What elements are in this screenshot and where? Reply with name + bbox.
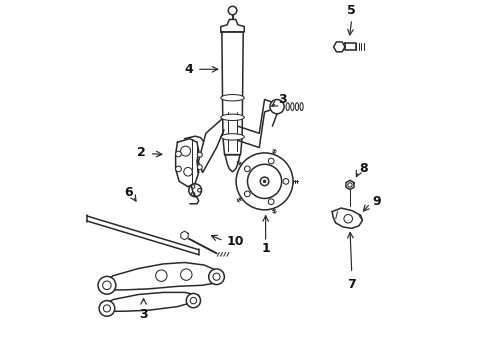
- Polygon shape: [345, 43, 356, 50]
- Circle shape: [197, 165, 202, 170]
- Polygon shape: [346, 180, 354, 190]
- Polygon shape: [221, 19, 245, 32]
- Text: 2: 2: [137, 147, 146, 159]
- Circle shape: [269, 158, 274, 164]
- Text: 9: 9: [372, 195, 381, 208]
- Circle shape: [245, 191, 250, 197]
- Polygon shape: [181, 231, 188, 240]
- Polygon shape: [332, 208, 363, 228]
- Polygon shape: [175, 139, 199, 187]
- Polygon shape: [222, 32, 243, 155]
- Text: 6: 6: [124, 186, 133, 199]
- Circle shape: [191, 192, 195, 196]
- Circle shape: [228, 6, 237, 15]
- Circle shape: [197, 189, 201, 192]
- Ellipse shape: [221, 114, 245, 121]
- Ellipse shape: [221, 134, 245, 140]
- Text: 8: 8: [359, 162, 368, 175]
- Text: 10: 10: [226, 235, 244, 248]
- Polygon shape: [101, 292, 199, 311]
- Circle shape: [260, 177, 269, 186]
- Circle shape: [189, 184, 201, 197]
- Text: 5: 5: [347, 4, 356, 17]
- Ellipse shape: [291, 103, 294, 111]
- Circle shape: [181, 146, 191, 156]
- Circle shape: [175, 166, 181, 172]
- Circle shape: [213, 273, 220, 280]
- Circle shape: [197, 152, 202, 157]
- Ellipse shape: [295, 103, 298, 111]
- Circle shape: [348, 183, 352, 187]
- Circle shape: [99, 301, 115, 316]
- Circle shape: [186, 293, 200, 308]
- Circle shape: [102, 281, 111, 289]
- Ellipse shape: [221, 95, 245, 101]
- Circle shape: [245, 166, 250, 172]
- Circle shape: [269, 199, 274, 204]
- Circle shape: [270, 99, 284, 114]
- Ellipse shape: [286, 103, 289, 111]
- Circle shape: [236, 153, 293, 210]
- Circle shape: [263, 180, 266, 183]
- Polygon shape: [101, 262, 222, 290]
- Circle shape: [175, 151, 181, 157]
- Circle shape: [181, 269, 192, 280]
- Circle shape: [184, 167, 193, 176]
- Text: 4: 4: [185, 63, 194, 76]
- Circle shape: [209, 269, 224, 284]
- Polygon shape: [334, 42, 345, 52]
- Circle shape: [191, 185, 195, 188]
- Circle shape: [190, 297, 196, 304]
- Text: 7: 7: [347, 278, 356, 291]
- Circle shape: [156, 270, 167, 282]
- Circle shape: [283, 179, 289, 184]
- Circle shape: [247, 164, 282, 198]
- Ellipse shape: [300, 103, 303, 111]
- Polygon shape: [198, 119, 224, 172]
- Text: 1: 1: [261, 242, 270, 255]
- Text: 3: 3: [139, 308, 148, 321]
- Circle shape: [344, 215, 352, 223]
- Circle shape: [98, 276, 116, 294]
- Circle shape: [103, 305, 110, 312]
- Text: 3: 3: [278, 93, 286, 106]
- Polygon shape: [225, 155, 240, 172]
